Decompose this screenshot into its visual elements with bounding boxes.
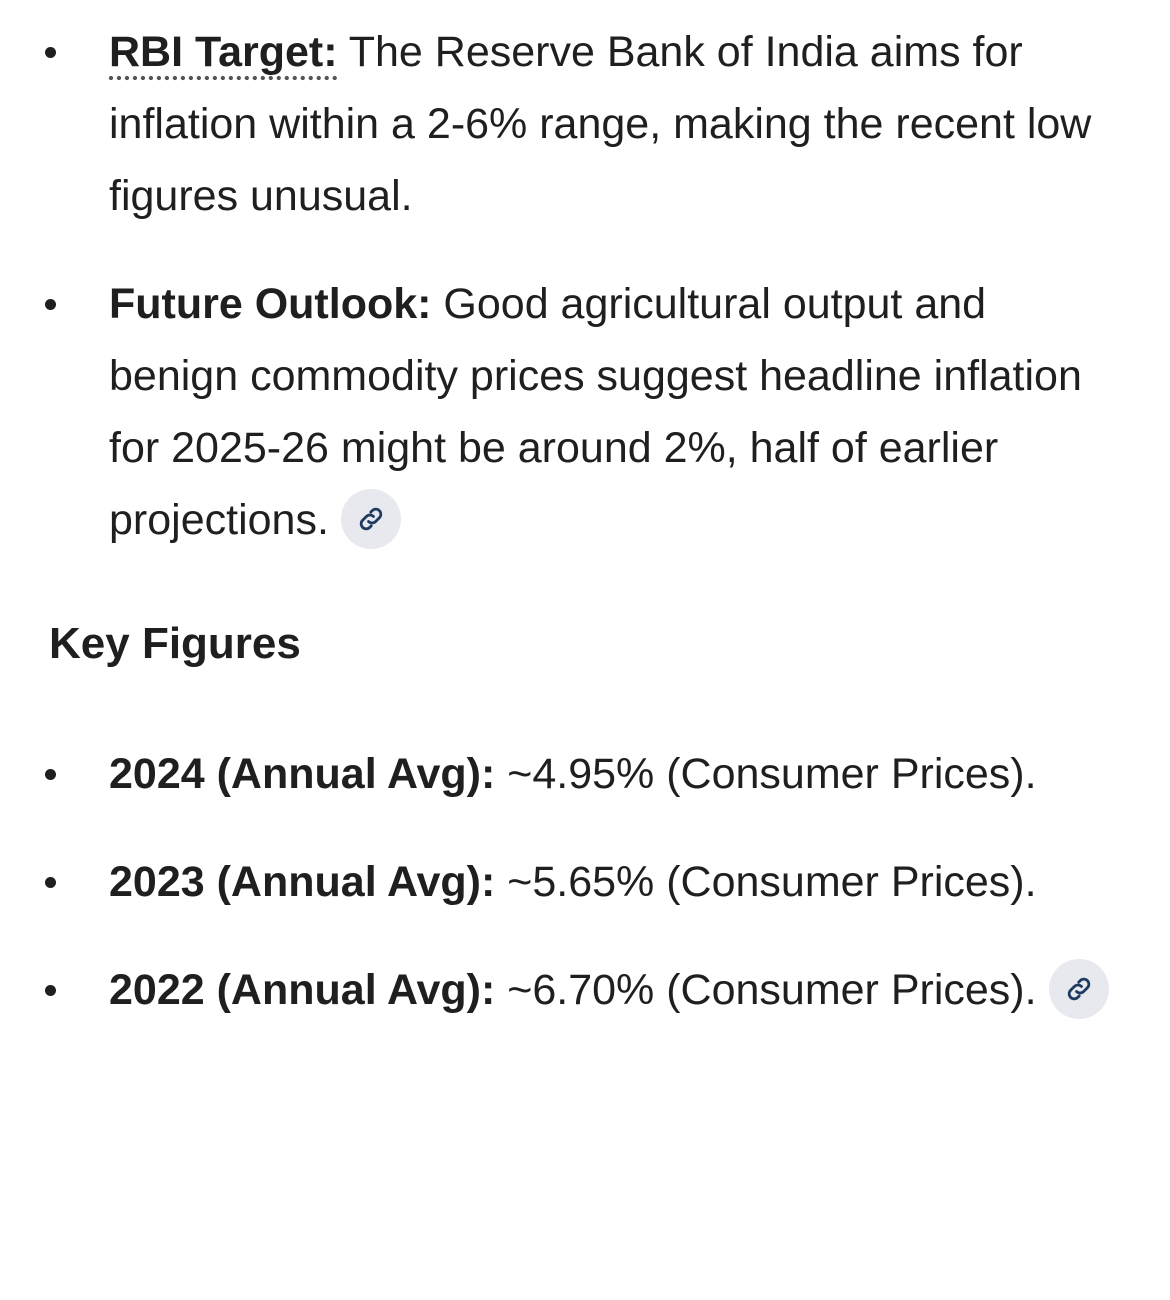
bullet-list: 2024 (Annual Avg): ~4.95% (Consumer Pric… <box>0 738 1170 1026</box>
item-label: 2022 (Annual Avg): <box>109 966 496 1014</box>
source-link[interactable] <box>340 488 401 549</box>
item-label: 2024 (Annual Avg): <box>109 750 496 798</box>
list-item: 2022 (Annual Avg): ~6.70% (Consumer Pric… <box>0 954 1124 1026</box>
response: RBI Target: The Reserve Bank of India ai… <box>0 16 1170 1026</box>
item-text: ~4.95% (Consumer Prices). <box>507 750 1037 798</box>
list-item: 2023 (Annual Avg): ~5.65% (Consumer Pric… <box>0 846 1124 918</box>
list-item: Future Outlook: Good agricultural output… <box>0 268 1124 556</box>
list-item: RBI Target: The Reserve Bank of India ai… <box>0 16 1124 232</box>
section-heading: Key Figures <box>49 619 301 668</box>
item-text: ~6.70% (Consumer Prices). <box>507 966 1037 1014</box>
list-item: 2024 (Annual Avg): ~4.95% (Consumer Pric… <box>0 738 1124 810</box>
item-text: Good agricultural output and benign comm… <box>109 280 1082 544</box>
item-text: ~5.65% (Consumer Prices). <box>507 858 1037 906</box>
link-icon <box>359 507 383 530</box>
item-text: The Reserve Bank of India aims for infla… <box>109 28 1092 220</box>
link-icon <box>1067 977 1090 1000</box>
source-link[interactable] <box>1048 958 1109 1019</box>
bullet-list: RBI Target: The Reserve Bank of India ai… <box>0 16 1170 556</box>
item-label: Future Outlook: <box>109 280 432 328</box>
item-label[interactable]: RBI Target: <box>109 28 338 76</box>
item-label: 2023 (Annual Avg): <box>109 858 496 906</box>
